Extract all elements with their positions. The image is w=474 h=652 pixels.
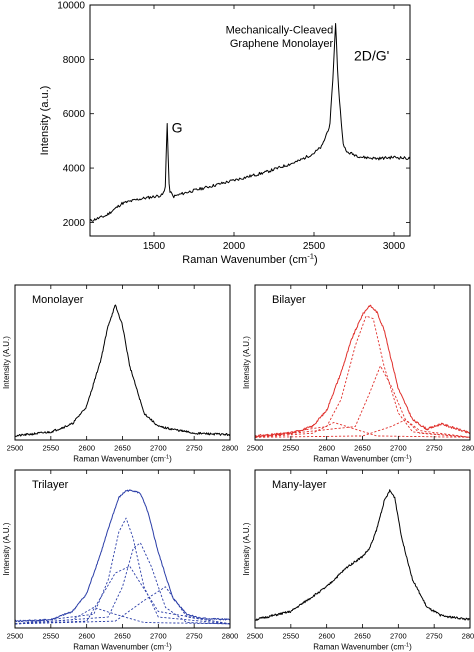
annotation: 2D/G': [354, 48, 389, 64]
x-tick-label: 2700: [390, 444, 407, 453]
x-tick-label: 2600: [318, 444, 335, 453]
x-tick-label: 2650: [114, 444, 131, 453]
x-tick-label: 2650: [354, 632, 371, 641]
series-line-4: [14, 586, 231, 625]
y-axis-label: Intensity (A.U.): [2, 336, 11, 389]
x-tick-label: 2600: [78, 632, 95, 641]
x-tick-label: 2800: [222, 632, 239, 641]
x-tick-label: 2550: [282, 632, 299, 641]
y-tick-label: 10000: [57, 1, 85, 12]
series-line-4: [255, 419, 471, 438]
x-axis-label: Raman Wavenumber (cm-1): [73, 642, 172, 651]
x-tick-label: 3000: [383, 241, 406, 252]
x-tick-label: 2750: [186, 632, 203, 641]
x-tick-label: 2700: [390, 632, 407, 641]
x-tick-label: 2800: [462, 632, 474, 641]
series-line-0: [254, 489, 471, 621]
y-tick-label: 8000: [63, 55, 86, 66]
x-tick-label: 2700: [150, 444, 167, 453]
y-tick-label: 4000: [63, 164, 86, 175]
y-axis-label: Intensity (A.U.): [242, 336, 251, 389]
series-line-0: [89, 23, 411, 222]
series-line-0: [14, 489, 231, 623]
chart-panel-3: 2500 2550 2600 2650 2700 2750 2800 Raman Wavenu…: [2, 469, 239, 652]
x-tick-label: 2700: [150, 632, 167, 641]
series-line-2: [14, 542, 231, 625]
x-tick-label: 2800: [462, 444, 474, 453]
chart-panel-1: 2500 2550 2600 2650 2700 2750 2800 Raman Wavenu…: [2, 284, 239, 464]
x-tick-label: 2550: [42, 632, 59, 641]
chart-panel-0: 1500 2000 2500 3000 2000 4000 6000 8000 10000 Ram…: [39, 1, 411, 266]
x-axis-label: Raman Wavenumber (cm-1): [73, 454, 172, 463]
plot-frame: [14, 284, 231, 441]
series-line-2: [254, 365, 471, 438]
x-tick-label: 2650: [114, 632, 131, 641]
y-axis-label: Intensity (a.u.): [39, 86, 51, 156]
series-line-5: [14, 565, 231, 625]
chart-panel-4: 2500 2550 2600 2650 2700 2750 2800 Raman Wavenu…: [242, 469, 474, 652]
panel-label: Bilayer: [272, 294, 306, 306]
panel-label: Trilayer: [32, 479, 69, 491]
y-tick-label: 2000: [63, 218, 86, 229]
x-axis-label: Raman Wavenumber (cm-1): [182, 252, 317, 266]
x-tick-label: 2500: [7, 632, 24, 641]
panel-label: Monolayer: [32, 294, 84, 306]
plot-frame: [254, 284, 471, 441]
panel-label: Many-layer: [272, 479, 327, 491]
x-tick-label: 2500: [247, 444, 264, 453]
x-tick-label: 1500: [143, 241, 166, 252]
x-tick-label: 2600: [78, 444, 95, 453]
chart-panel-2: 2500 2550 2600 2650 2700 2750 2800 Raman Wavenu…: [242, 284, 474, 464]
x-axis-label: Raman Wavenumber (cm-1): [313, 454, 412, 463]
series-line-1: [254, 315, 471, 438]
x-tick-label: 2500: [7, 444, 24, 453]
x-tick-label: 2650: [354, 444, 371, 453]
x-tick-label: 2750: [186, 444, 203, 453]
annotation: Mechanically-Cleaved: [226, 25, 334, 37]
y-axis-label: Intensity (A.U.): [2, 522, 11, 575]
x-tick-label: 2500: [247, 632, 264, 641]
x-tick-label: 2750: [426, 444, 443, 453]
y-tick-label: 6000: [63, 109, 86, 120]
y-axis-label: Intensity (A.U.): [242, 522, 251, 575]
series-line-0: [14, 304, 231, 438]
x-tick-label: 2750: [426, 632, 443, 641]
series-line-1: [14, 517, 231, 625]
annotation: Graphene Monolayer: [230, 38, 334, 50]
x-axis-label: Raman Wavenumber (cm-1): [313, 642, 412, 651]
x-tick-label: 2000: [223, 241, 246, 252]
plot-frame: [254, 469, 471, 629]
x-tick-label: 2600: [318, 632, 335, 641]
x-tick-label: 2550: [42, 444, 59, 453]
annotation: G: [172, 120, 183, 136]
plot-frame: [89, 4, 411, 237]
x-tick-label: 2500: [303, 241, 326, 252]
x-tick-label: 2800: [222, 444, 239, 453]
x-tick-label: 2550: [282, 444, 299, 453]
